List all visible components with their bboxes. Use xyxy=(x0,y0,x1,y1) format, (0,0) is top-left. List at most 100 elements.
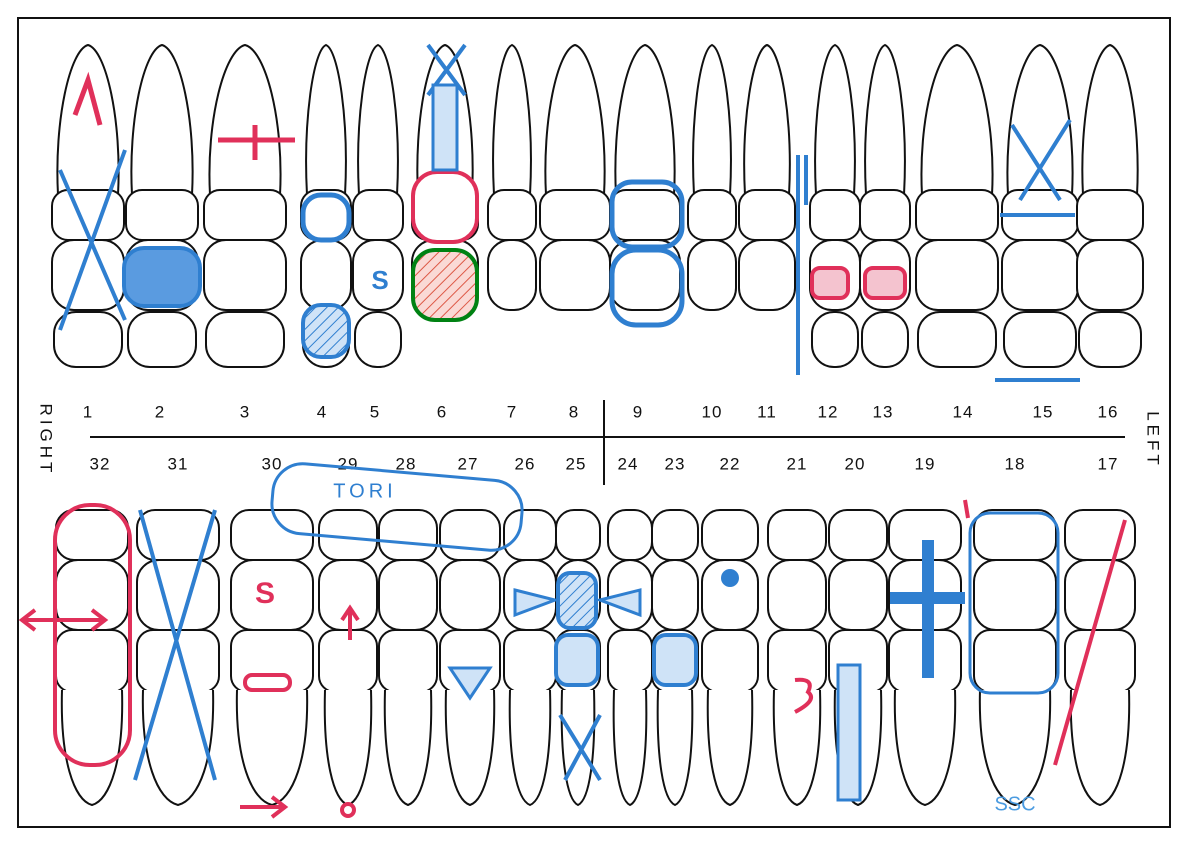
upper-root xyxy=(692,43,732,196)
upper-occlusal xyxy=(1076,239,1144,311)
lower-root xyxy=(444,689,496,807)
upper-crown xyxy=(738,189,796,241)
lower-number: 31 xyxy=(168,454,189,473)
red-bar xyxy=(243,673,292,692)
lower-number: 29 xyxy=(338,454,359,473)
blue-cross xyxy=(890,540,965,678)
red-filling xyxy=(863,266,907,300)
blue-post xyxy=(431,83,459,172)
blue-bar xyxy=(796,155,1080,382)
upper-crown xyxy=(539,189,611,241)
upper-root xyxy=(920,43,994,196)
lower-number: 27 xyxy=(458,454,479,473)
upper-root xyxy=(614,43,676,196)
upper-number: 9 xyxy=(633,402,643,421)
lower-crown xyxy=(503,629,557,693)
lower-number: 28 xyxy=(396,454,417,473)
upper-crown xyxy=(809,189,861,241)
lower-lingual xyxy=(55,509,129,561)
lower-number: 25 xyxy=(566,454,587,473)
lower-lingual xyxy=(378,509,438,561)
lower-crown xyxy=(1064,629,1136,693)
upper-root xyxy=(357,43,399,196)
upper-number: 2 xyxy=(155,402,165,421)
upper-lingual xyxy=(127,311,197,368)
lower-root xyxy=(1069,689,1131,807)
upper-number: 1 xyxy=(83,402,93,421)
lower-occlusal xyxy=(651,559,699,631)
upper-crown xyxy=(687,189,737,241)
lower-lingual xyxy=(828,509,888,561)
blue-filling xyxy=(447,666,493,701)
upper-number: 8 xyxy=(569,402,579,421)
lower-occlusal xyxy=(1064,559,1136,631)
lower-number: 21 xyxy=(787,454,808,473)
lower-occlusal xyxy=(439,559,501,631)
tori-label: TORI xyxy=(333,480,396,502)
lower-number: 22 xyxy=(720,454,741,473)
lower-occlusal xyxy=(973,559,1057,631)
lower-number: 23 xyxy=(665,454,686,473)
lower-crown xyxy=(973,629,1057,693)
upper-number: 16 xyxy=(1098,402,1119,421)
upper-crown xyxy=(352,189,404,241)
red-three xyxy=(794,677,813,714)
lower-crown xyxy=(767,629,827,693)
red-crown xyxy=(411,170,479,244)
upper-root xyxy=(1006,43,1074,196)
upper-number: 3 xyxy=(240,402,250,421)
upper-lingual xyxy=(53,311,123,368)
s-mark-lower: S xyxy=(255,577,275,610)
upper-root xyxy=(544,43,606,196)
lower-number: 19 xyxy=(915,454,936,473)
upper-occlusal xyxy=(203,239,287,311)
s-mark-upper: S xyxy=(371,265,388,295)
lower-number: 30 xyxy=(262,454,283,473)
red-arrow xyxy=(18,499,1127,819)
lower-root xyxy=(612,689,648,807)
upper-lingual xyxy=(354,311,402,368)
upper-crown xyxy=(203,189,287,241)
lower-lingual xyxy=(767,509,827,561)
red-filling xyxy=(810,266,850,300)
upper-crown xyxy=(915,189,999,241)
upper-lingual xyxy=(917,311,997,368)
upper-crown xyxy=(487,189,537,241)
upper-lingual xyxy=(811,311,859,368)
lower-number: 24 xyxy=(618,454,639,473)
blue-crown-outline xyxy=(609,179,685,250)
lower-root xyxy=(383,689,433,807)
ssc-box xyxy=(968,511,1060,695)
upper-occlusal xyxy=(300,239,352,311)
lower-root xyxy=(235,689,309,807)
blue-filling xyxy=(556,571,598,630)
lower-root xyxy=(656,689,694,807)
upper-number: 12 xyxy=(818,402,839,421)
red-occlusal xyxy=(411,248,479,322)
upper-root xyxy=(56,43,120,196)
blue-dot xyxy=(721,569,739,587)
lower-root xyxy=(893,689,957,807)
lower-root xyxy=(706,689,754,807)
lower-crown xyxy=(378,629,438,693)
lower-lingual xyxy=(701,509,759,561)
upper-lingual xyxy=(861,311,909,368)
upper-crown xyxy=(1076,189,1144,241)
upper-occlusal xyxy=(1001,239,1079,311)
upper-root xyxy=(743,43,791,196)
upper-occlusal xyxy=(687,239,737,311)
upper-number: 15 xyxy=(1033,402,1054,421)
upper-number: 11 xyxy=(757,402,777,421)
blue-filling xyxy=(652,633,698,687)
lower-occlusal xyxy=(767,559,827,631)
upper-occlusal xyxy=(487,239,537,311)
right-label: RIGHT xyxy=(37,404,56,477)
lower-lingual xyxy=(555,509,601,561)
lower-lingual xyxy=(651,509,699,561)
left-label: LEFT xyxy=(1144,411,1163,469)
frame xyxy=(17,17,1171,828)
upper-root xyxy=(305,43,347,196)
upper-root xyxy=(130,43,194,196)
